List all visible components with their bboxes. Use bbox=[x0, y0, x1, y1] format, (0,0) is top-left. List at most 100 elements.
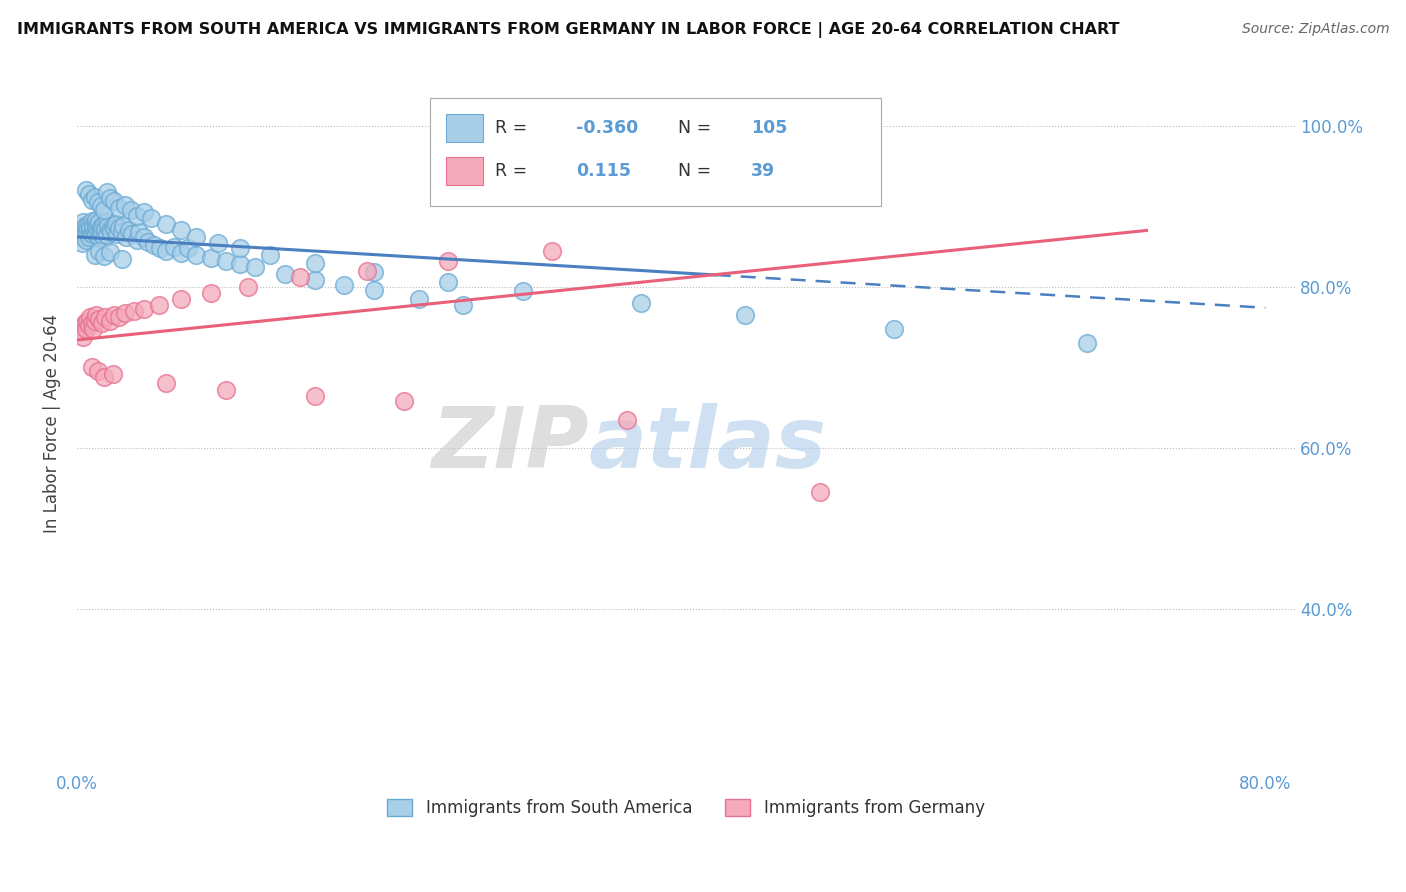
Point bbox=[82, 222, 104, 236]
Point bbox=[118, 223, 141, 237]
Text: 0.115: 0.115 bbox=[576, 162, 631, 180]
Point bbox=[84, 189, 107, 203]
Point bbox=[229, 257, 252, 271]
Point bbox=[200, 251, 222, 265]
Point bbox=[75, 233, 97, 247]
Point bbox=[86, 308, 108, 322]
Point bbox=[96, 185, 118, 199]
Point bbox=[80, 193, 103, 207]
Legend: Immigrants from South America, Immigrants from Germany: Immigrants from South America, Immigrant… bbox=[381, 792, 991, 824]
Point bbox=[132, 230, 155, 244]
Point bbox=[94, 310, 117, 325]
Text: 105: 105 bbox=[751, 119, 787, 137]
Point bbox=[274, 267, 297, 281]
Point bbox=[132, 302, 155, 317]
Point bbox=[93, 231, 115, 245]
Point bbox=[98, 223, 121, 237]
Point bbox=[86, 219, 108, 234]
FancyBboxPatch shape bbox=[446, 114, 482, 142]
Point bbox=[132, 205, 155, 219]
Point bbox=[93, 249, 115, 263]
Point bbox=[77, 318, 100, 333]
Point bbox=[114, 305, 136, 319]
Point bbox=[91, 225, 114, 239]
Point bbox=[86, 227, 108, 242]
Point bbox=[155, 244, 177, 259]
Point bbox=[76, 313, 98, 327]
Point bbox=[236, 280, 259, 294]
Text: IMMIGRANTS FROM SOUTH AMERICA VS IMMIGRANTS FROM GERMANY IN LABOR FORCE | AGE 20: IMMIGRANTS FROM SOUTH AMERICA VS IMMIGRA… bbox=[17, 22, 1119, 38]
Point bbox=[148, 297, 170, 311]
Point bbox=[114, 197, 136, 211]
Point bbox=[259, 247, 281, 261]
Point bbox=[77, 230, 100, 244]
Point bbox=[184, 230, 207, 244]
Point bbox=[392, 394, 415, 409]
Point bbox=[408, 292, 430, 306]
Point bbox=[89, 312, 111, 326]
Point bbox=[177, 241, 200, 255]
Point bbox=[90, 220, 112, 235]
Point bbox=[69, 324, 91, 338]
Point bbox=[155, 217, 177, 231]
Y-axis label: In Labor Force | Age 20-64: In Labor Force | Age 20-64 bbox=[44, 314, 60, 533]
Point bbox=[80, 214, 103, 228]
Point bbox=[304, 388, 326, 402]
Point bbox=[630, 296, 652, 310]
Point bbox=[149, 241, 172, 255]
Point bbox=[138, 235, 160, 249]
Point bbox=[77, 187, 100, 202]
FancyBboxPatch shape bbox=[430, 98, 882, 205]
Point bbox=[90, 199, 112, 213]
Point bbox=[100, 225, 122, 239]
Point bbox=[437, 275, 460, 289]
Text: R =: R = bbox=[495, 119, 533, 137]
Point bbox=[184, 247, 207, 261]
Point bbox=[76, 225, 98, 239]
Point bbox=[125, 233, 148, 247]
Text: -0.360: -0.360 bbox=[576, 119, 638, 137]
Point bbox=[104, 217, 127, 231]
Point bbox=[98, 191, 121, 205]
Point bbox=[98, 313, 121, 327]
Point bbox=[87, 195, 110, 210]
Point bbox=[107, 221, 129, 235]
Point bbox=[333, 278, 356, 293]
Point bbox=[288, 270, 311, 285]
Point bbox=[93, 217, 115, 231]
Point bbox=[101, 367, 124, 381]
Point bbox=[70, 320, 93, 334]
Point bbox=[214, 383, 236, 397]
Point bbox=[200, 286, 222, 301]
Text: Source: ZipAtlas.com: Source: ZipAtlas.com bbox=[1241, 22, 1389, 37]
Point bbox=[245, 260, 267, 275]
Point bbox=[1076, 336, 1098, 351]
Point bbox=[111, 252, 134, 266]
Point bbox=[103, 308, 125, 322]
Text: N =: N = bbox=[678, 119, 716, 137]
Point bbox=[121, 227, 143, 241]
Point bbox=[170, 292, 193, 306]
Point bbox=[87, 223, 110, 237]
Point bbox=[93, 370, 115, 384]
Point bbox=[93, 202, 115, 217]
FancyBboxPatch shape bbox=[446, 157, 482, 185]
Point bbox=[541, 244, 564, 258]
Text: 39: 39 bbox=[751, 162, 775, 180]
Point bbox=[69, 223, 91, 237]
Point bbox=[214, 254, 236, 268]
Point bbox=[96, 215, 118, 229]
Point bbox=[91, 219, 114, 233]
Point bbox=[72, 330, 94, 344]
Point bbox=[111, 225, 134, 239]
Point bbox=[86, 213, 108, 227]
Point bbox=[170, 246, 193, 260]
Point bbox=[808, 485, 831, 500]
Point bbox=[80, 227, 103, 241]
Point bbox=[437, 254, 460, 268]
Point bbox=[363, 265, 385, 279]
Point bbox=[79, 310, 101, 325]
Point bbox=[72, 215, 94, 229]
Point bbox=[304, 255, 326, 269]
Point bbox=[84, 313, 107, 327]
